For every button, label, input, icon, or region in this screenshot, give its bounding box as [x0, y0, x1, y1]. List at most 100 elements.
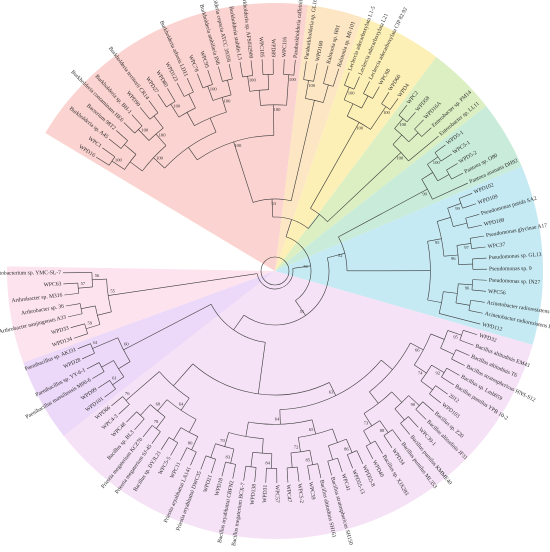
branch-line — [81, 305, 96, 309]
branch-line — [290, 100, 315, 201]
branch-arc — [310, 208, 328, 222]
bootstrap-values: 100 100 100 100 100 100 100 100 100 100 100 100 100 1… — [81, 77, 470, 465]
branch-line — [250, 60, 254, 76]
branch-line — [126, 411, 137, 423]
branch-line — [218, 66, 223, 82]
branch-line — [391, 391, 403, 403]
branch-line — [173, 363, 194, 387]
branch-line — [459, 339, 474, 346]
branch-line — [414, 119, 424, 130]
branch-line — [389, 98, 399, 110]
branch-arc — [392, 144, 409, 162]
branch-line — [370, 106, 387, 130]
branch-line — [209, 117, 217, 133]
branch-line — [210, 443, 216, 458]
branch-line — [471, 289, 487, 292]
branch-line — [427, 238, 442, 242]
bootstrap-label: 99 — [455, 206, 460, 211]
leaf-label: Curtobacterium sp. YMC-SL-7 — [0, 270, 61, 277]
bootstrap-label: 61 — [112, 376, 117, 381]
bootstrap-label: 59 — [87, 320, 92, 325]
branch-line — [210, 459, 216, 474]
branch-line — [458, 193, 473, 199]
branch-line — [472, 257, 487, 260]
branch-line — [271, 199, 274, 218]
branch-line — [86, 362, 100, 370]
bootstrap-label: 100 — [356, 125, 364, 130]
leaf-label: Pseudomonas sp. 9 — [489, 266, 532, 272]
branch-line — [247, 76, 251, 92]
bootstrap-label: 100 — [115, 158, 123, 163]
bootstrap-label: 78 — [154, 419, 159, 424]
branch-arc — [451, 349, 457, 360]
branch-line — [67, 313, 83, 318]
branch-line — [446, 367, 460, 376]
branch-line — [200, 455, 207, 470]
clade-sector-arthrobacter — [6, 266, 275, 363]
root-ring — [260, 256, 290, 286]
bootstrap-label: 100 — [234, 143, 242, 148]
branch-line — [408, 395, 420, 406]
branch-line — [176, 82, 185, 97]
branch-line — [431, 364, 445, 373]
branch-line — [78, 286, 93, 289]
branch-line — [116, 130, 128, 141]
branch-line — [327, 461, 332, 476]
branch-line — [421, 172, 433, 180]
branch-line — [111, 160, 125, 170]
branch-line — [392, 429, 402, 442]
branch-line — [298, 437, 301, 452]
branch-line — [191, 436, 199, 450]
branch-line — [329, 382, 337, 396]
branch-line — [245, 421, 249, 437]
branch-line — [394, 118, 404, 129]
branch-arc — [290, 450, 310, 454]
branch-line — [97, 311, 112, 316]
bootstrap-label: 55 — [110, 288, 115, 293]
leaf-label: WPD100 — [315, 40, 325, 62]
branch-line — [361, 95, 369, 109]
branch-line — [356, 450, 364, 465]
bootstrap-label: 83 — [226, 455, 231, 460]
branch-line — [332, 428, 338, 443]
branch-line — [124, 144, 137, 155]
leaf-label: WPC95 — [198, 50, 209, 69]
branch-arc — [415, 401, 424, 410]
branch-line — [153, 157, 165, 169]
branch-line — [346, 103, 354, 117]
branch-line — [468, 310, 483, 314]
clade-sector-enterobacter — [275, 56, 487, 271]
branch-arc — [447, 208, 454, 227]
bootstrap-label: 95 — [453, 334, 458, 339]
leaf-label: WPC116 — [282, 37, 289, 58]
branch-line — [157, 94, 167, 108]
leaf-label: WPD32 — [478, 333, 497, 344]
bootstrap-label: 80 — [188, 441, 193, 446]
branch-line — [421, 127, 432, 137]
branch-line — [437, 174, 450, 182]
branch-line — [455, 349, 470, 356]
bootstrap-label: 100 — [396, 156, 404, 161]
branch-line — [139, 107, 151, 120]
leaf-label: WPD33 — [51, 326, 70, 337]
bootstrap-label: 100 — [224, 98, 232, 103]
branch-arc — [106, 279, 112, 312]
branch-line — [261, 59, 264, 75]
bootstrap-label: 53 — [271, 201, 276, 206]
branch-arc — [434, 152, 442, 162]
branch-line — [434, 144, 446, 153]
leaf-label: WPC105 — [257, 37, 264, 58]
branch-line — [151, 431, 161, 444]
branch-line — [290, 452, 293, 468]
branch-line — [453, 222, 468, 227]
branch-line — [190, 451, 197, 466]
branch-line — [286, 467, 289, 483]
branch-arc — [194, 111, 227, 126]
leaf-label: WPD108 — [483, 217, 505, 227]
branch-line — [261, 438, 264, 454]
branch-line — [465, 214, 480, 219]
branch-line — [447, 330, 462, 336]
clade-sector-ralstonia — [275, 4, 363, 272]
bootstrap-label: 84 — [265, 460, 270, 465]
branch-line — [65, 303, 81, 307]
